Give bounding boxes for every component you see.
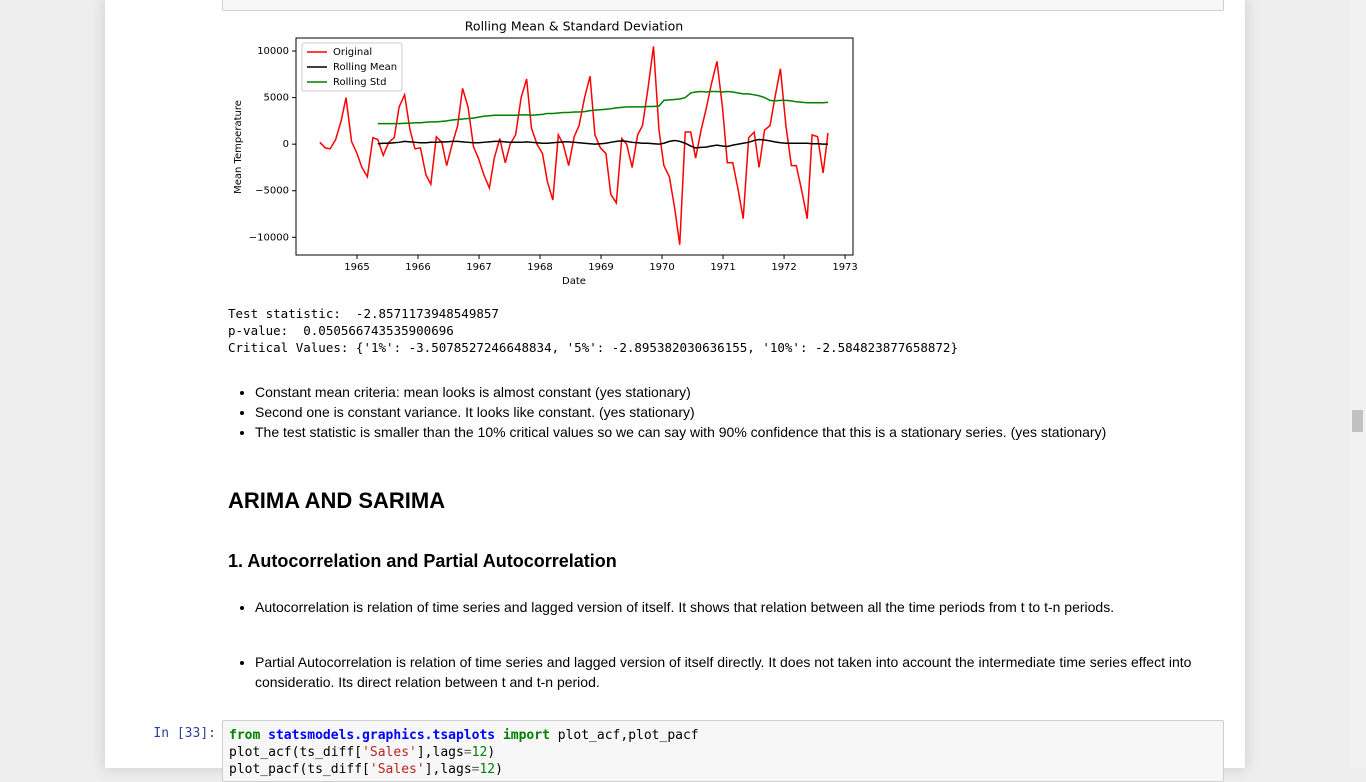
output-line: p-value: 0.050566743535900696 (228, 323, 454, 338)
x-tick-label: 1969 (588, 262, 613, 273)
code-token: statsmodels.graphics.tsaplots (268, 728, 496, 743)
code-token: 12 (479, 762, 496, 777)
code-token: = (463, 745, 472, 760)
legend-label: Rolling Mean (333, 62, 397, 73)
bullet: Partial Autocorrelation is relation of t… (255, 652, 1215, 692)
y-tick-label: 10000 (257, 46, 289, 57)
note: Constant mean criteria: mean looks is al… (255, 382, 1215, 402)
legend-label: Rolling Std (333, 77, 386, 88)
x-tick-label: 1972 (771, 262, 796, 273)
code-token: import (502, 728, 550, 743)
bullet-list: Partial Autocorrelation is relation of t… (228, 652, 1215, 692)
heading: ARIMA AND SARIMA (228, 488, 446, 513)
plot-frame (295, 37, 854, 256)
x-tick-label: 1971 (710, 262, 735, 273)
y-tick-label: 0 (283, 139, 289, 150)
y-tick-label: −10000 (249, 232, 289, 243)
bullet-list: Autocorrelation is relation of time seri… (228, 597, 1215, 617)
legend-label: Original (333, 47, 372, 58)
chart-title: Rolling Mean & Standard Deviation (465, 19, 683, 34)
code: from statsmodels.graphics.tsaplots impor… (229, 727, 699, 778)
output-text: Test statistic: -2.8571173948549857 p-va… (228, 305, 958, 356)
x-tick-label: 1965 (344, 262, 369, 273)
y-tick-label: −5000 (255, 186, 289, 197)
code-token: plot_pacf(ts_diff[ (229, 762, 370, 777)
chart: Rolling Mean & Standard Deviation Date M… (233, 19, 858, 288)
x-tick-label: 1970 (649, 262, 674, 273)
code-token: 'Sales' (362, 745, 417, 760)
scrollbar[interactable] (1349, 0, 1366, 768)
code-token: ) (487, 745, 496, 760)
code-token: plot_acf,plot_pacf (549, 728, 699, 743)
subheading: 1. Autocorrelation and Partial Autocorre… (228, 551, 617, 571)
code-token (495, 728, 503, 743)
code-token: plot_acf(ts_diff[ (229, 745, 363, 760)
cell-prompt: In [33]: (153, 726, 216, 741)
notebook (105, 0, 1245, 768)
series-line (319, 46, 829, 245)
scrollbar-thumb[interactable] (1352, 410, 1363, 432)
code-token: ],lags (416, 745, 464, 760)
x-tick-label: 1968 (527, 262, 552, 273)
output-line: Critical Values: {'1%': -3.5078527246648… (228, 340, 958, 355)
y-tick-label: 5000 (264, 93, 289, 104)
output-line: Test statistic: -2.8571173948549857 (228, 306, 499, 321)
code-token: 'Sales' (369, 762, 425, 777)
code-cell[interactable] (222, 0, 1224, 11)
series-line (377, 90, 829, 125)
code-token (260, 728, 268, 743)
code-token: 12 (471, 745, 488, 760)
notes-list: Constant mean criteria: mean looks is al… (228, 382, 1215, 442)
legend-box (301, 42, 403, 92)
x-tick-label: 1966 (405, 262, 430, 273)
code-token: ) (495, 762, 503, 777)
note: The test statistic is smaller than the 1… (255, 422, 1215, 442)
x-axis-label: Date (562, 276, 586, 287)
code-token: from (229, 728, 261, 743)
code-cell[interactable]: from statsmodels.graphics.tsaplots impor… (222, 720, 1224, 782)
note: Second one is constant variance. It look… (255, 402, 1215, 422)
series-line (377, 138, 828, 149)
y-axis-label: Mean Temperature (233, 100, 244, 194)
x-tick-label: 1973 (832, 262, 857, 273)
x-tick-label: 1967 (466, 262, 491, 273)
bullet: Autocorrelation is relation of time seri… (255, 597, 1215, 617)
code-token: ],lags (424, 762, 472, 777)
